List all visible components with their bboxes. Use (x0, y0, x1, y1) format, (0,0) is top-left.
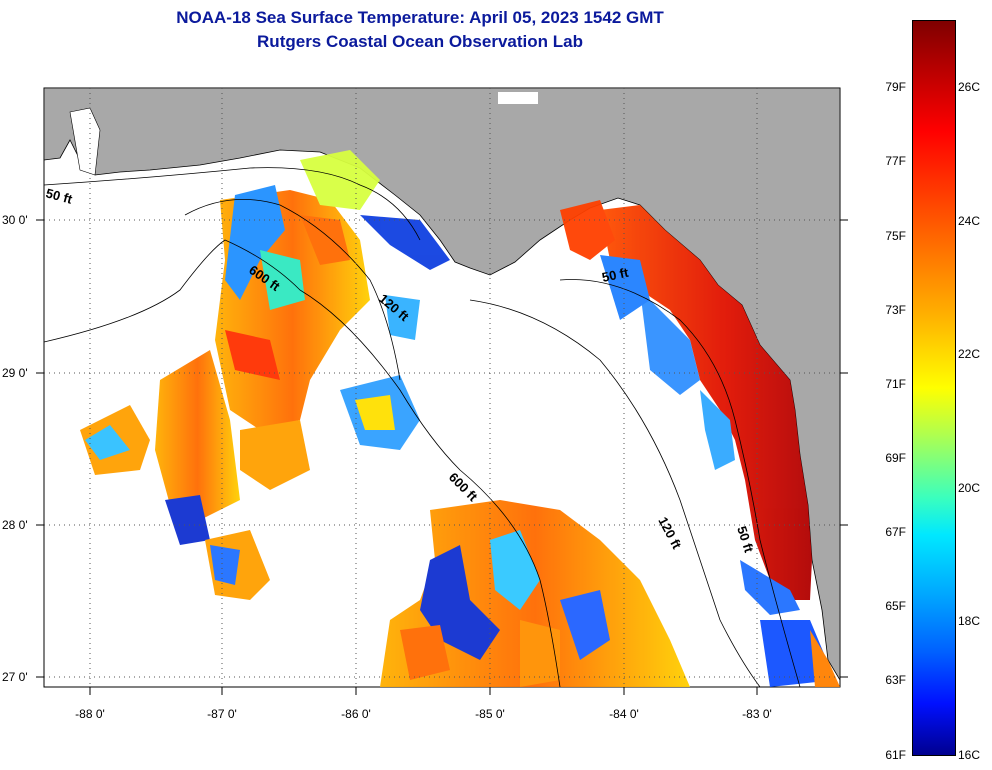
colorbar-c-label: 24C (958, 214, 981, 228)
map-title: NOAA-18 Sea Surface Temperature: April 0… (176, 8, 664, 27)
colorbar-c-label: 26C (958, 80, 981, 94)
colorbar-c-label: 20C (958, 481, 981, 495)
sst-map: 50 ft 600 ft 120 ft 600 ft 50 ft 120 ft … (2, 87, 848, 721)
depth-contours (44, 167, 801, 687)
contour-label: 50 ft (601, 265, 631, 285)
colorbar-f-label: 79F (885, 80, 906, 94)
colorbar-c-label: 22C (958, 347, 981, 361)
lat-label: 29 0' (2, 366, 28, 380)
lat-label: 27 0' (2, 670, 28, 684)
colorbar-f-label: 75F (885, 229, 906, 243)
colorbar-f-label: 69F (885, 451, 906, 465)
lat-label: 28 0' (2, 518, 28, 532)
colorbar-f-label: 67F (885, 525, 906, 539)
colorbar-f-label: 61F (885, 748, 906, 762)
colorbar-c-label: 16C (958, 748, 981, 762)
lon-label: -83 0' (742, 707, 772, 721)
colorbar-f-label: 63F (885, 673, 906, 687)
lon-label: -88 0' (75, 707, 105, 721)
lon-label: -87 0' (207, 707, 237, 721)
contour-label: 50 ft (44, 185, 74, 207)
latitude-labels: 30 0' 29 0' 28 0' 27 0' (2, 213, 28, 684)
temperature-colorbar (912, 20, 956, 756)
longitude-labels: -88 0' -87 0' -86 0' -85 0' -84 0' -83 0… (75, 707, 772, 721)
lon-label: -85 0' (475, 707, 505, 721)
map-subtitle: Rutgers Coastal Ocean Observation Lab (257, 32, 583, 51)
sst-patches (80, 150, 840, 687)
lat-label: 30 0' (2, 213, 28, 227)
colorbar-c-label: 18C (958, 614, 981, 628)
lon-label: -86 0' (341, 707, 371, 721)
axis-ticks (36, 219, 848, 695)
lon-label: -84 0' (609, 707, 639, 721)
colorbar-f-label: 65F (885, 599, 906, 613)
colorbar-f-label: 73F (885, 303, 906, 317)
colorbar-f-label: 77F (885, 154, 906, 168)
colorbar-f-label: 71F (885, 377, 906, 391)
